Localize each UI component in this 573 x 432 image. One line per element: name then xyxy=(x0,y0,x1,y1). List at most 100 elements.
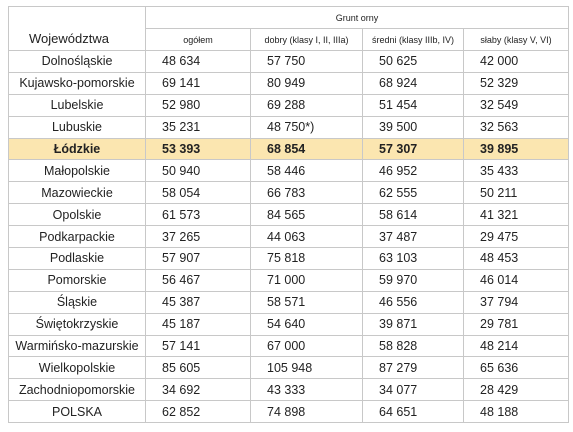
value-cell: 32 549 xyxy=(462,93,570,117)
value-cell: 35 433 xyxy=(462,159,570,183)
value-cell: 32 563 xyxy=(462,115,570,139)
region-cell: Lubuskie xyxy=(8,115,146,139)
column-header: słaby (klasy V, VI) xyxy=(462,28,570,51)
value-cell: 44 063 xyxy=(250,225,363,249)
value-cell: 37 794 xyxy=(462,290,570,314)
value-cell: 34 692 xyxy=(145,378,251,402)
table-row: Pomorskie 56 467 71 000 59 970 46 014 xyxy=(8,268,570,292)
table-row: Podkarpackie 37 265 44 063 37 487 29 475 xyxy=(8,225,570,249)
value-cell: 87 279 xyxy=(362,356,464,380)
value-cell: 50 940 xyxy=(145,159,251,183)
value-cell: 45 187 xyxy=(145,312,251,336)
value-cell: 80 949 xyxy=(250,71,363,95)
value-cell: 45 387 xyxy=(145,290,251,314)
table-row: Lubuskie 35 231 48 750*) 39 500 32 563 xyxy=(8,115,570,139)
value-cell: 105 948 xyxy=(250,356,363,380)
value-cell: 71 000 xyxy=(250,268,363,292)
column-header: ogółem xyxy=(145,28,251,51)
value-cell: 39 871 xyxy=(362,312,464,336)
value-cell: 48 634 xyxy=(145,50,251,73)
value-cell: 48 750*) xyxy=(250,115,363,139)
value-cell: 43 333 xyxy=(250,378,363,402)
value-cell: 29 781 xyxy=(462,312,570,336)
value-cell: 64 651 xyxy=(362,400,464,424)
region-cell: Wielkopolskie xyxy=(8,356,146,380)
value-cell: 74 898 xyxy=(250,400,363,424)
value-cell: 48 188 xyxy=(462,400,570,424)
value-cell: 34 077 xyxy=(362,378,464,402)
value-cell: 28 429 xyxy=(462,378,570,402)
header-group: Grunt orny xyxy=(144,6,570,29)
value-cell: 58 054 xyxy=(145,181,251,205)
table-row: Mazowieckie 58 054 66 783 62 555 50 211 xyxy=(8,181,570,205)
header-row: Województwa Grunt orny xyxy=(8,6,570,51)
value-cell: 69 141 xyxy=(145,71,251,95)
region-cell: Kujawsko-pomorskie xyxy=(8,71,146,95)
value-cell: 46 014 xyxy=(462,268,570,292)
value-cell: 53 393 xyxy=(145,137,251,161)
value-cell: 58 828 xyxy=(362,334,464,358)
region-cell: Dolnośląskie xyxy=(8,50,146,73)
value-cell: 57 907 xyxy=(145,247,251,270)
value-cell: 65 636 xyxy=(462,356,570,380)
value-cell: 39 500 xyxy=(362,115,464,139)
region-cell: Lubelskie xyxy=(8,93,146,117)
value-cell: 62 852 xyxy=(145,400,251,424)
table-row: Podlaskie 57 907 75 818 63 103 48 453 xyxy=(8,247,570,270)
value-cell: 37 487 xyxy=(362,225,464,249)
value-cell: 39 895 xyxy=(462,137,570,161)
value-cell: 69 288 xyxy=(250,93,363,117)
value-cell: 68 924 xyxy=(362,71,464,95)
region-cell: Łódzkie xyxy=(8,137,146,161)
value-cell: 52 329 xyxy=(462,71,570,95)
table-row: Zachodniopomorskie 34 692 43 333 34 077 28 4… xyxy=(8,378,570,402)
value-cell: 50 211 xyxy=(462,181,570,205)
table-row: Świętokrzyskie 45 187 54 640 39 871 29 781 xyxy=(8,312,570,336)
region-cell: Śląskie xyxy=(8,290,146,314)
table-row: Dolnośląskie 48 634 57 750 50 625 42 000 xyxy=(8,50,570,73)
region-cell: Świętokrzyskie xyxy=(8,312,146,336)
region-cell: Podlaskie xyxy=(8,247,146,270)
region-cell: Pomorskie xyxy=(8,268,146,292)
table-header: Województwa Grunt orny ogółem dobry (klas… xyxy=(8,6,570,51)
value-cell: 68 854 xyxy=(250,137,363,161)
value-cell: 58 571 xyxy=(250,290,363,314)
value-cell: 61 573 xyxy=(145,203,251,227)
value-cell: 50 625 xyxy=(362,50,464,73)
value-cell: 56 467 xyxy=(145,268,251,292)
value-cell: 48 453 xyxy=(462,247,570,270)
region-cell: Warmińsko-mazurskie xyxy=(8,334,146,358)
table-row: Wielkopolskie 85 605 105 948 87 279 65 636 xyxy=(8,356,570,380)
region-cell: Zachodniopomorskie xyxy=(8,378,146,402)
value-cell: 85 605 xyxy=(145,356,251,380)
region-cell: Małopolskie xyxy=(8,159,146,183)
value-cell: 75 818 xyxy=(250,247,363,270)
table-row: Kujawsko-pomorskie 69 141 80 949 68 924 52 3… xyxy=(8,71,570,95)
region-cell: Mazowieckie xyxy=(8,181,146,205)
data-table: Województwa Grunt orny ogółem dobry (klas… xyxy=(8,6,570,424)
value-cell: 57 141 xyxy=(145,334,251,358)
table-row: POLSKA 62 852 74 898 64 651 48 188 xyxy=(8,400,570,424)
value-cell: 54 640 xyxy=(250,312,363,336)
value-cell: 57 307 xyxy=(362,137,464,161)
value-cell: 52 980 xyxy=(145,93,251,117)
header-row: ogółem dobry (klasy I, II, IIIa) średni (k… xyxy=(9,28,570,51)
table-row: Małopolskie 50 940 58 446 46 952 35 433 xyxy=(8,159,570,183)
region-cell: Opolskie xyxy=(8,203,146,227)
value-cell: 37 265 xyxy=(145,225,251,249)
value-cell: 58 446 xyxy=(250,159,363,183)
value-cell: 62 555 xyxy=(362,181,464,205)
table-body: Dolnośląskie 48 634 57 750 50 625 42 000 Kuja… xyxy=(8,50,570,424)
value-cell: 35 231 xyxy=(145,115,251,139)
column-header: średni (klasy IIIb, IV) xyxy=(362,28,464,51)
value-cell: 57 750 xyxy=(250,50,363,73)
column-header: dobry (klasy I, II, IIIa) xyxy=(250,28,363,51)
value-cell: 46 556 xyxy=(362,290,464,314)
table-row: Opolskie 61 573 84 565 58 614 41 321 xyxy=(8,203,570,227)
value-cell: 63 103 xyxy=(362,247,464,270)
value-cell: 67 000 xyxy=(250,334,363,358)
value-cell: 42 000 xyxy=(462,50,570,73)
value-cell: 59 970 xyxy=(362,268,464,292)
value-cell: 51 454 xyxy=(362,93,464,117)
